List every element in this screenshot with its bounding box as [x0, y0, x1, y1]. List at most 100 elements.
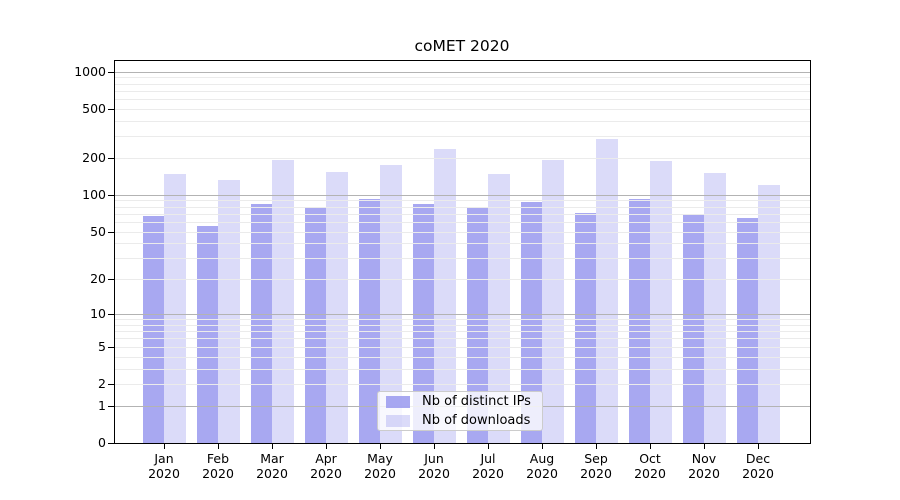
bar-downloads-apr [326, 171, 348, 443]
y-tick-mark-500 [108, 108, 114, 110]
minor-gridline-400 [115, 120, 810, 122]
chart-title: coMET 2020 [414, 37, 510, 55]
bar-distinct-ips-aug [520, 202, 542, 443]
y-tick-mark-20 [108, 279, 114, 281]
x-tick-label-jan: Jan 2020 [148, 451, 180, 481]
major-gridline-10 [115, 314, 810, 316]
x-tick-mark-aug [542, 444, 543, 449]
y-tick-label-5: 5 [98, 338, 106, 354]
y-tick-label-200: 200 [82, 149, 106, 165]
x-tick-mark-oct [650, 444, 651, 449]
plot-area: Nb of distinct IPs Nb of downloads [114, 60, 811, 444]
y-tick-mark-1000 [108, 71, 114, 73]
bar-distinct-ips-mar [250, 204, 272, 443]
bar-distinct-ips-dec [736, 217, 758, 443]
x-tick-mark-jun [434, 444, 435, 449]
minor-gridline-40 [115, 243, 810, 245]
minor-gridline-3 [115, 368, 810, 370]
minor-gridline-6 [115, 338, 810, 340]
minor-gridline-5 [115, 346, 810, 348]
minor-gridline-500 [115, 108, 810, 110]
x-tick-mark-mar [272, 444, 273, 449]
y-tick-label-500: 500 [82, 100, 106, 116]
y-tick-mark-0 [108, 443, 114, 444]
minor-gridline-30 [115, 258, 810, 260]
bar-downloads-may [380, 164, 402, 443]
x-tick-label-jul: Jul 2020 [472, 451, 504, 481]
y-tick-label-0: 0 [98, 435, 106, 450]
y-tick-mark-1 [108, 405, 114, 407]
y-tick-mark-50 [108, 231, 114, 233]
bar-distinct-ips-oct [628, 199, 650, 443]
legend-item-distinct-ips: Nb of distinct IPs [386, 394, 536, 409]
x-tick-mark-apr [326, 444, 327, 449]
y-tick-label-1: 1 [98, 397, 106, 413]
y-tick-mark-100 [108, 194, 114, 196]
bar-distinct-ips-sep [574, 213, 596, 443]
legend-label-distinct-ips: Nb of distinct IPs [422, 394, 531, 409]
bar-downloads-aug [542, 159, 564, 443]
bar-downloads-oct [650, 160, 672, 443]
major-gridline-1000 [115, 71, 810, 73]
bar-distinct-ips-jan [142, 216, 164, 443]
x-tick-mark-may [380, 444, 381, 449]
minor-gridline-20 [115, 279, 810, 281]
minor-gridline-90 [115, 200, 810, 202]
minor-gridline-9 [115, 319, 810, 321]
minor-gridline-7 [115, 331, 810, 333]
bar-downloads-jul [488, 173, 510, 443]
minor-gridline-700 [115, 90, 810, 92]
bar-distinct-ips-jun [412, 203, 434, 443]
major-gridline-100 [115, 194, 810, 196]
x-tick-label-aug: Aug 2020 [526, 451, 558, 481]
legend-label-downloads: Nb of downloads [422, 413, 531, 428]
minor-gridline-600 [115, 98, 810, 100]
minor-gridline-900 [115, 77, 810, 79]
legend-swatch-downloads [386, 414, 410, 427]
x-tick-label-mar: Mar 2020 [256, 451, 288, 481]
x-tick-label-apr: Apr 2020 [310, 451, 342, 481]
minor-gridline-200 [115, 157, 810, 159]
minor-gridline-800 [115, 83, 810, 85]
x-tick-mark-jan [164, 444, 165, 449]
bar-downloads-sep [596, 138, 618, 443]
bar-downloads-mar [272, 159, 294, 443]
minor-gridline-2 [115, 383, 810, 385]
y-tick-label-20: 20 [90, 271, 106, 287]
x-tick-mark-sep [596, 444, 597, 449]
x-tick-mark-jul [488, 444, 489, 449]
y-tick-label-2: 2 [98, 375, 106, 391]
minor-gridline-50 [115, 231, 810, 233]
legend-swatch-distinct-ips [386, 395, 410, 408]
minor-gridline-80 [115, 206, 810, 208]
x-tick-label-sep: Sep 2020 [580, 451, 612, 481]
x-tick-label-jun: Jun 2020 [418, 451, 450, 481]
y-tick-label-50: 50 [90, 223, 106, 239]
x-tick-label-dec: Dec 2020 [742, 451, 774, 481]
y-tick-mark-2 [108, 383, 114, 385]
x-tick-mark-feb [218, 444, 219, 449]
x-tick-label-nov: Nov 2020 [688, 451, 720, 481]
bar-downloads-jan [164, 173, 186, 443]
bar-downloads-feb [218, 180, 240, 443]
x-tick-mark-dec [758, 444, 759, 449]
y-tick-label-10: 10 [90, 306, 106, 322]
x-tick-label-feb: Feb 2020 [202, 451, 234, 481]
x-tick-label-oct: Oct 2020 [634, 451, 666, 481]
bar-downloads-dec [758, 185, 780, 443]
minor-gridline-300 [115, 136, 810, 138]
minor-gridline-4 [115, 356, 810, 358]
x-tick-mark-nov [704, 444, 705, 449]
y-tick-label-1000: 1000 [74, 63, 106, 79]
minor-gridline-70 [115, 213, 810, 215]
legend: Nb of distinct IPs Nb of downloads [377, 391, 543, 431]
y-tick-mark-5 [108, 346, 114, 348]
minor-gridline-8 [115, 324, 810, 326]
bar-distinct-ips-nov [682, 213, 704, 443]
bar-downloads-nov [704, 172, 726, 443]
minor-gridline-60 [115, 222, 810, 223]
legend-item-downloads: Nb of downloads [386, 413, 536, 428]
bar-distinct-ips-may [358, 199, 380, 443]
y-tick-mark-10 [108, 314, 114, 316]
